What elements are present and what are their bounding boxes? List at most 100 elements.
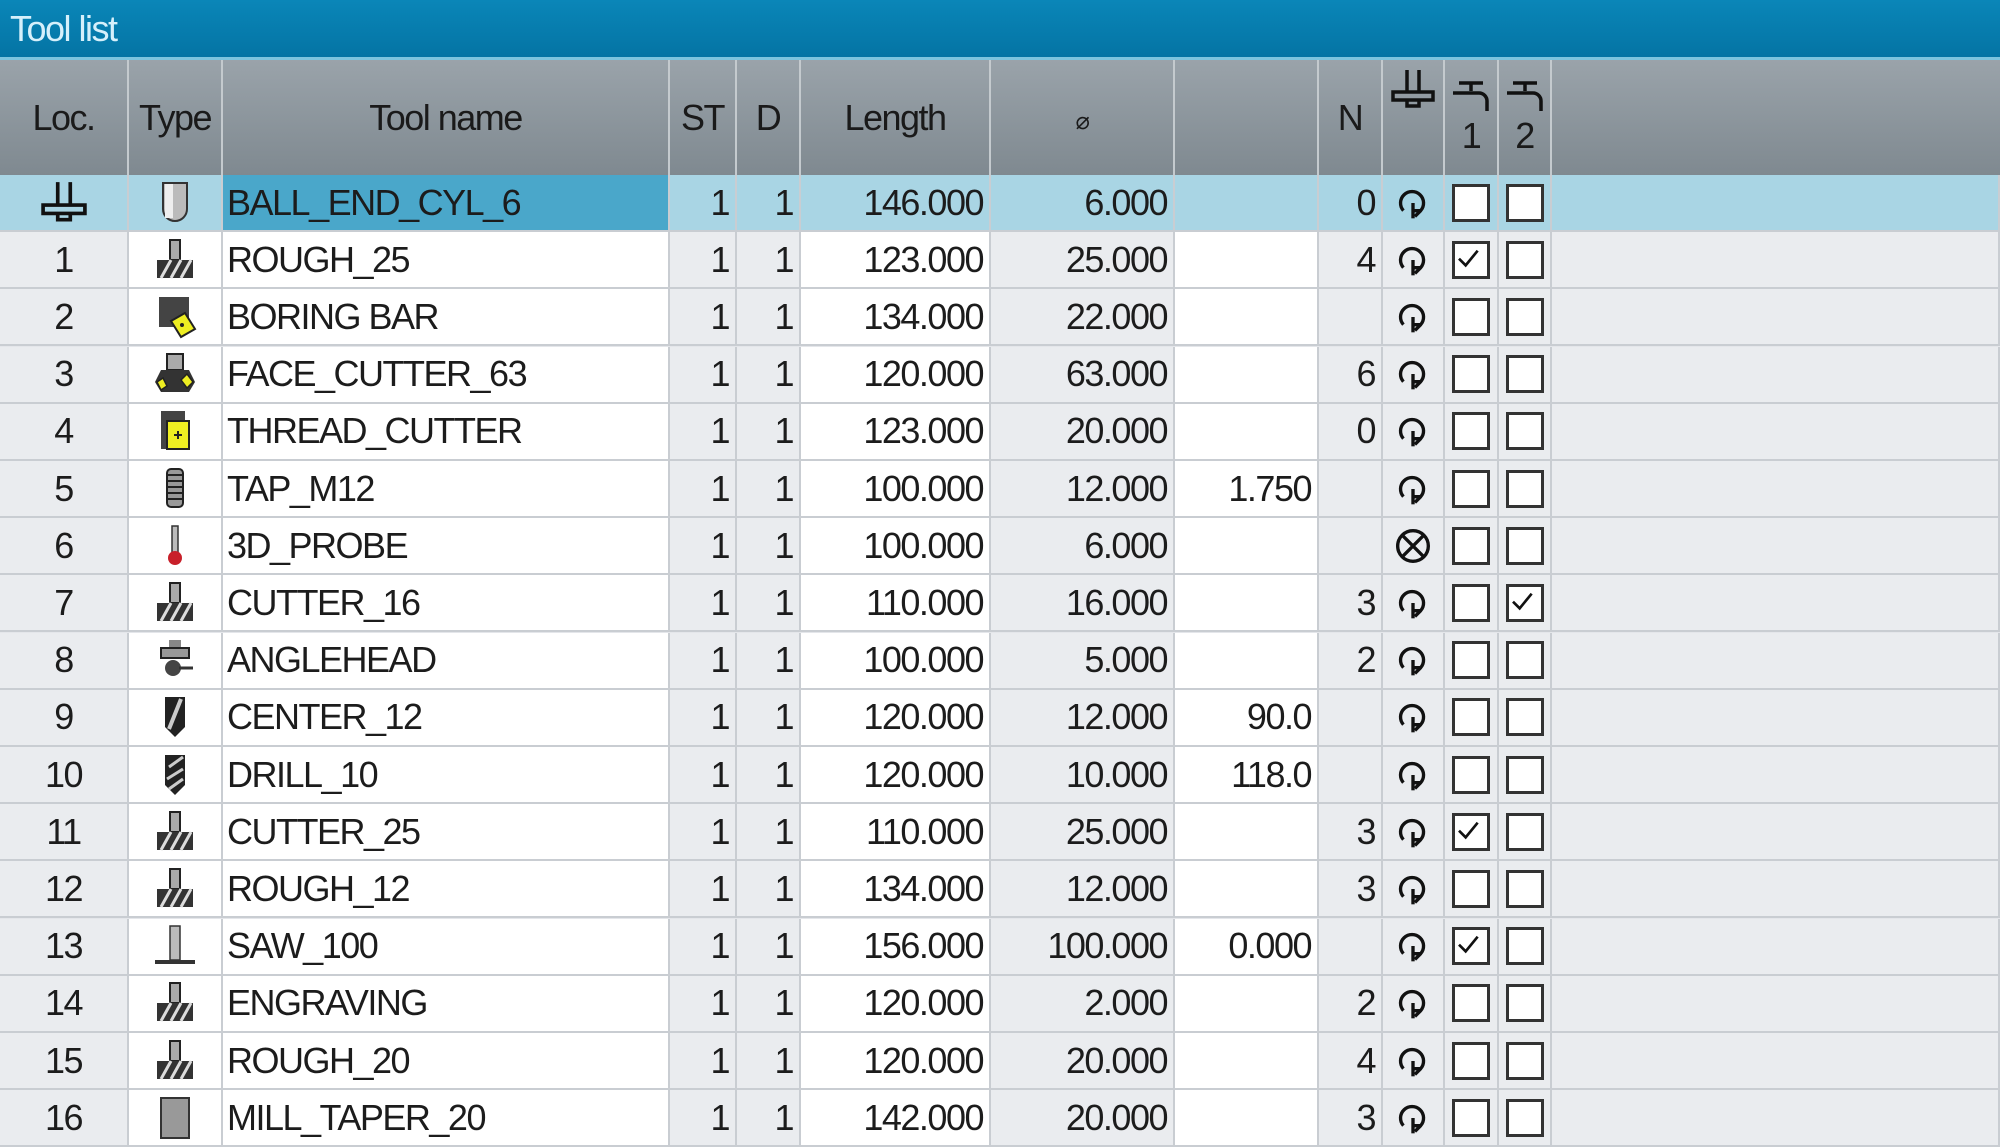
magazine-2-checkbox[interactable] xyxy=(1505,469,1544,508)
cell-length[interactable]: 156.000 xyxy=(801,918,991,974)
col-header-type[interactable]: Type xyxy=(129,60,223,175)
cell-name[interactable]: DRILL_10 xyxy=(223,747,670,802)
cell-dia[interactable]: 20.000 xyxy=(991,403,1175,459)
cell-length[interactable]: 100.000 xyxy=(801,518,991,574)
cell-status[interactable] xyxy=(1383,346,1445,402)
cell-status[interactable] xyxy=(1383,975,1445,1031)
magazine-2-checkbox[interactable] xyxy=(1505,755,1544,794)
magazine-2-checkbox[interactable] xyxy=(1505,297,1544,336)
cell-n[interactable] xyxy=(1319,289,1383,345)
magazine-2-checkbox[interactable] xyxy=(1505,812,1544,851)
magazine-1-checkbox[interactable] xyxy=(1452,526,1490,565)
cell-dia[interactable]: 6.000 xyxy=(991,518,1175,574)
cell-extra[interactable] xyxy=(1175,575,1319,631)
cell-st[interactable]: 1 xyxy=(670,918,737,974)
cell-n[interactable] xyxy=(1319,461,1383,516)
table-row[interactable]: 6 3D_PROBE 1 1 100.000 6.000 xyxy=(0,518,2000,576)
cell-d[interactable]: 1 xyxy=(737,747,801,802)
cell-loc[interactable]: 1 xyxy=(0,232,129,288)
cell-d[interactable]: 1 xyxy=(737,232,801,288)
cell-length[interactable]: 120.000 xyxy=(801,689,991,745)
cell-loc[interactable]: 16 xyxy=(0,1090,129,1146)
cell-rest[interactable] xyxy=(1552,1090,2000,1146)
cell-name[interactable]: ROUGH_12 xyxy=(223,861,670,917)
cell-dia[interactable]: 12.000 xyxy=(991,861,1175,917)
col-header-loc[interactable]: Loc. xyxy=(0,60,129,175)
cell-dia[interactable]: 12.000 xyxy=(991,689,1175,745)
cell-st[interactable]: 1 xyxy=(670,289,737,345)
table-row[interactable]: 10 DRILL_10 1 1 120.000 10.000 118.0 xyxy=(0,747,2000,804)
cell-length[interactable]: 120.000 xyxy=(801,1033,991,1088)
cell-st[interactable]: 1 xyxy=(670,1090,737,1146)
cell-rest[interactable] xyxy=(1552,461,2000,516)
cell-rest[interactable] xyxy=(1552,632,2000,688)
cell-n[interactable]: 4 xyxy=(1319,232,1383,288)
cell-length[interactable]: 100.000 xyxy=(801,461,991,516)
cell-loc[interactable]: 2 xyxy=(0,289,129,345)
magazine-2-checkbox[interactable] xyxy=(1505,1041,1544,1080)
cell-extra[interactable] xyxy=(1175,403,1319,459)
cell-st[interactable]: 1 xyxy=(670,689,737,745)
magazine-1-checkbox[interactable] xyxy=(1452,927,1490,966)
cell-loc[interactable]: 15 xyxy=(0,1033,129,1088)
cell-n[interactable]: 3 xyxy=(1319,1090,1383,1146)
magazine-2-checkbox[interactable] xyxy=(1505,698,1544,737)
cell-extra[interactable] xyxy=(1175,175,1319,230)
cell-d[interactable]: 1 xyxy=(737,918,801,974)
cell-type[interactable] xyxy=(129,861,223,917)
cell-status[interactable] xyxy=(1383,804,1445,860)
cell-type[interactable] xyxy=(129,804,223,860)
magazine-2-checkbox[interactable] xyxy=(1505,1098,1544,1137)
cell-status[interactable] xyxy=(1383,689,1445,745)
cell-n[interactable] xyxy=(1319,747,1383,802)
cell-loc[interactable]: 5 xyxy=(0,461,129,516)
cell-d[interactable]: 1 xyxy=(737,975,801,1031)
magazine-2-checkbox[interactable] xyxy=(1505,355,1544,394)
cell-type[interactable] xyxy=(129,632,223,688)
cell-extra[interactable] xyxy=(1175,232,1319,288)
table-row[interactable]: 13 SAW_100 1 1 156.000 100.000 0.000 xyxy=(0,918,2000,976)
cell-rest[interactable] xyxy=(1552,1033,2000,1088)
cell-loc[interactable]: 6 xyxy=(0,518,129,574)
magazine-1-checkbox[interactable] xyxy=(1452,984,1490,1023)
magazine-2-checkbox[interactable] xyxy=(1505,183,1544,222)
table-row[interactable]: 1 ROUGH_25 1 1 123.000 25.000 4 xyxy=(0,232,2000,290)
cell-loc[interactable]: 11 xyxy=(0,804,129,860)
cell-d[interactable]: 1 xyxy=(737,575,801,631)
cell-n[interactable]: 3 xyxy=(1319,575,1383,631)
cell-length[interactable]: 142.000 xyxy=(801,1090,991,1146)
cell-type[interactable] xyxy=(129,403,223,459)
cell-st[interactable]: 1 xyxy=(670,804,737,860)
cell-extra[interactable]: 90.0 xyxy=(1175,689,1319,745)
cell-d[interactable]: 1 xyxy=(737,804,801,860)
cell-status[interactable] xyxy=(1383,403,1445,459)
table-row[interactable]: 5 TAP_M12 1 1 100.000 12.000 1.750 xyxy=(0,461,2000,518)
table-row[interactable]: BALL_END_CYL_6 1 1 146.000 6.000 0 xyxy=(0,175,2000,232)
cell-length[interactable]: 110.000 xyxy=(801,575,991,631)
magazine-1-checkbox[interactable] xyxy=(1452,469,1490,508)
cell-d[interactable]: 1 xyxy=(737,403,801,459)
cell-length[interactable]: 123.000 xyxy=(801,232,991,288)
cell-rest[interactable] xyxy=(1552,918,2000,974)
cell-status[interactable] xyxy=(1383,175,1445,230)
cell-dia[interactable]: 6.000 xyxy=(991,175,1175,230)
table-row[interactable]: 15 ROUGH_20 1 1 120.000 20.000 4 xyxy=(0,1033,2000,1090)
cell-name[interactable]: ROUGH_25 xyxy=(223,232,670,288)
table-row[interactable]: 3 FACE_CUTTER_63 1 1 120.000 63.000 6 xyxy=(0,346,2000,404)
cell-type[interactable] xyxy=(129,975,223,1031)
cell-extra[interactable]: 0.000 xyxy=(1175,918,1319,974)
cell-loc[interactable]: 14 xyxy=(0,975,129,1031)
cell-type[interactable] xyxy=(129,918,223,974)
cell-extra[interactable] xyxy=(1175,804,1319,860)
cell-d[interactable]: 1 xyxy=(737,289,801,345)
cell-status[interactable] xyxy=(1383,232,1445,288)
cell-n[interactable]: 3 xyxy=(1319,861,1383,917)
cell-name[interactable]: 3D_PROBE xyxy=(223,518,670,574)
cell-st[interactable]: 1 xyxy=(670,1033,737,1088)
table-row[interactable]: 11 CUTTER_25 1 1 110.000 25.000 3 xyxy=(0,804,2000,862)
col-header-diameter[interactable]: ⌀ xyxy=(991,60,1175,175)
cell-rest[interactable] xyxy=(1552,232,2000,288)
cell-st[interactable]: 1 xyxy=(670,175,737,230)
cell-d[interactable]: 1 xyxy=(737,461,801,516)
cell-status[interactable] xyxy=(1383,747,1445,802)
